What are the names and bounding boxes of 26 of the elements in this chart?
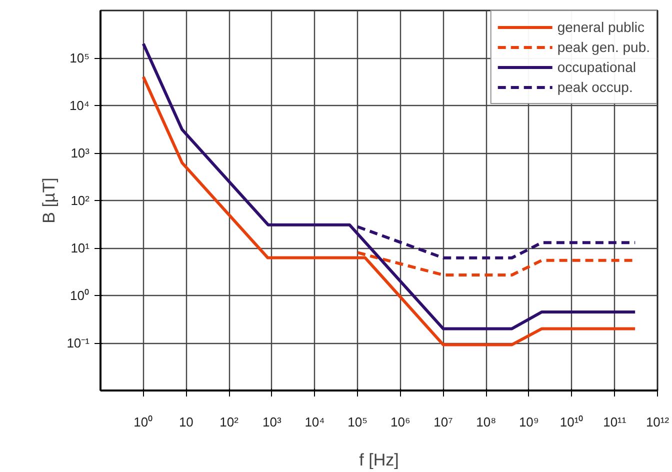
x-tick-label: 10¹² [646,414,670,430]
x-tick-label: 10² [220,414,240,430]
x-tick-label: 10⁶ [390,414,410,430]
legend-label: peak occup. [557,79,633,95]
x-axis-title: f [Hz] [359,450,399,470]
y-tick-label: 10⁰ [70,288,90,303]
x-tick-label: 10⁰ [134,414,154,430]
x-tick-label: 10¹¹ [603,414,627,430]
legend-label: occupational [557,59,636,75]
x-tick-label: 10⁹ [518,414,539,430]
x-tick-label: 10⁴ [304,414,325,430]
y-tick-label: 10² [70,193,90,208]
x-tick-label: 10 [178,414,194,430]
x-tick-label: 10⁸ [476,414,496,430]
y-tick-label: 10⁴ [69,98,90,113]
y-tick-label: 10⁻¹ [66,336,90,350]
y-tick-label: 10¹ [70,240,90,256]
y-tick-label: 10⁵ [70,50,90,66]
x-tick-label: 10⁵ [348,414,368,430]
legend-label: general public [557,19,645,35]
y-tick-label: 10³ [70,146,90,160]
legend-label: peak gen. pub. [557,39,650,55]
y-axis-title: B [µT] [40,178,59,224]
x-tick-label: 10⁷ [434,414,454,430]
x-tick-label: 10¹⁰ [560,414,584,430]
x-tick-label: 10³ [262,414,282,430]
